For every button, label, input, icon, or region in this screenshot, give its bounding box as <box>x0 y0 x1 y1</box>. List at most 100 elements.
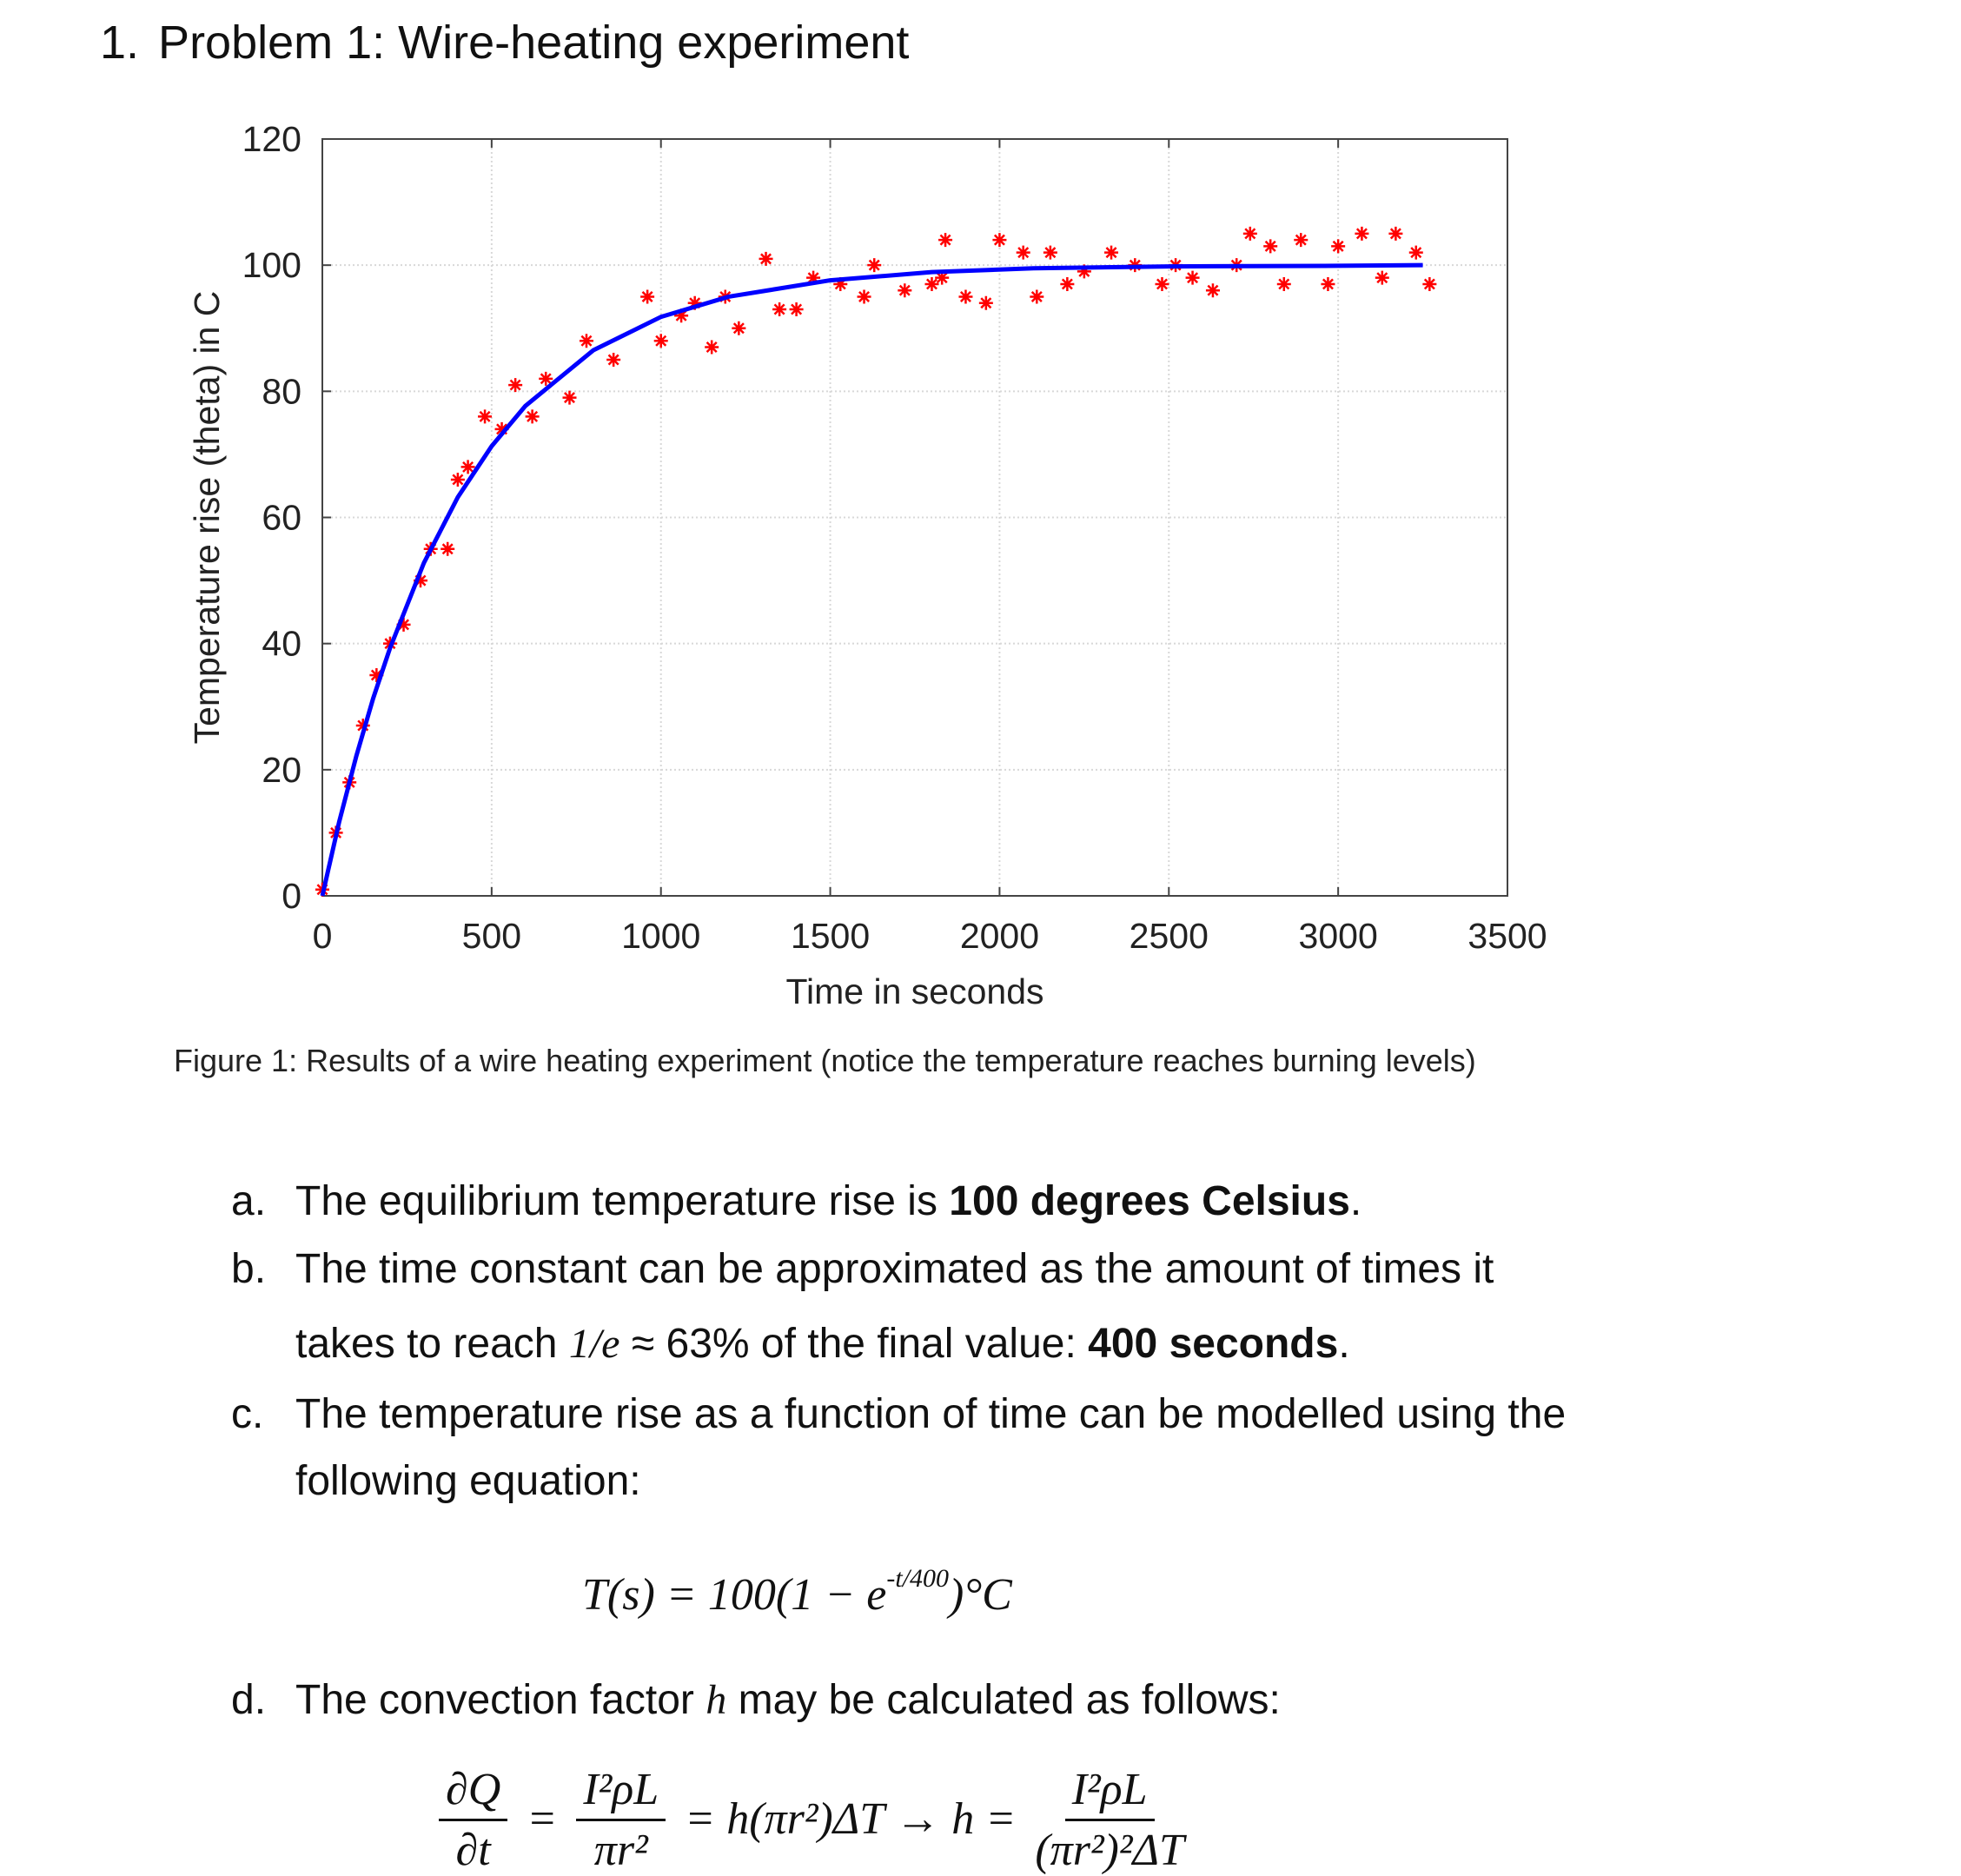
data-point <box>806 270 821 285</box>
item-line: The convection factor h may be calculate… <box>295 1676 1281 1724</box>
fraction: I²ρL πr² <box>576 1764 666 1876</box>
data-point <box>441 541 455 556</box>
data-point <box>478 409 493 424</box>
heading: 1. Problem 1: Wire-heating experiment <box>100 16 928 70</box>
data-point <box>924 276 939 291</box>
x-tick-label: 1500 <box>791 916 870 956</box>
math-text: )°C <box>949 1570 1012 1620</box>
text-run: . <box>1338 1321 1350 1367</box>
data-point <box>687 295 702 310</box>
data-point <box>1016 245 1030 260</box>
data-point <box>898 283 912 298</box>
fraction: I²ρL (πr²)²ΔT <box>1035 1764 1184 1876</box>
item-line: takes to reach 1/e ≈ 63% of the final va… <box>295 1320 1350 1368</box>
item-line: The equilibrium temperature rise is 100 … <box>295 1177 1361 1225</box>
data-point <box>1185 270 1200 285</box>
data-point <box>508 378 523 393</box>
y-tick-label: 60 <box>262 498 301 538</box>
y-tick-label: 80 <box>262 371 301 411</box>
text-run: The equilibrium temperature rise is <box>295 1178 950 1224</box>
data-point <box>1294 233 1308 248</box>
math-text: -t/400 <box>886 1564 950 1593</box>
data-point <box>705 340 719 355</box>
data-point <box>789 302 804 316</box>
data-point <box>867 258 882 273</box>
data-point <box>1263 239 1278 254</box>
data-point <box>579 334 593 348</box>
item-line: following equation: <box>295 1457 641 1505</box>
data-point <box>1422 276 1437 291</box>
equation-convection: ∂Q ∂t = I²ρL πr² = h(πr²)ΔT → h = I²ρL (πr²)²ΔT <box>439 1764 1184 1876</box>
data-point <box>539 371 553 386</box>
data-point <box>938 233 953 248</box>
data-point <box>992 233 1007 248</box>
data-point <box>1043 245 1057 260</box>
data-point <box>562 390 577 405</box>
y-tick-label: 20 <box>262 750 301 790</box>
data-point <box>1276 276 1291 291</box>
data-point <box>640 289 655 304</box>
x-tick-label: 3500 <box>1467 916 1547 956</box>
data-point <box>606 353 621 368</box>
data-point <box>732 321 746 335</box>
data-point <box>1242 226 1257 241</box>
data-point <box>653 334 668 348</box>
data-point <box>1060 276 1075 291</box>
heading-number: 1. <box>100 17 140 69</box>
operator: = h(πr²)ΔT → h = <box>685 1794 1017 1844</box>
item-marker: c. <box>231 1391 264 1437</box>
math-text: T(s) = 100(1 − e <box>582 1570 887 1620</box>
x-tick-label: 2000 <box>960 916 1039 956</box>
data-point <box>935 270 950 285</box>
bold-text: 100 degrees Celsius <box>949 1178 1350 1224</box>
chart: 0 20 40 60 80 100 120 0 500 1000 1500 2000 2500 3000 3… <box>187 119 1547 1011</box>
item-marker: b. <box>231 1246 267 1292</box>
data-point <box>1375 270 1389 285</box>
bold-text: 400 seconds <box>1088 1321 1339 1367</box>
item-line: The time constant can be approximated as… <box>295 1245 1494 1293</box>
data-point <box>414 573 428 588</box>
item-line: The temperature rise as a function of ti… <box>295 1390 1566 1438</box>
operator: = <box>527 1794 558 1844</box>
data-point <box>369 667 384 682</box>
data-point <box>1155 276 1169 291</box>
x-tick-label: 3000 <box>1299 916 1378 956</box>
y-axis-label: Temperature rise (theta) in C <box>187 291 227 745</box>
data-point <box>674 308 689 323</box>
text-run: ≈ 63% of the final value: <box>619 1321 1089 1367</box>
data-point <box>857 289 871 304</box>
equation-temperature: T(s) = 100(1 − e-t/400)°C <box>582 1564 1012 1621</box>
x-axis-label: Time in seconds <box>786 971 1044 1011</box>
x-tick-label: 2500 <box>1130 916 1209 956</box>
numerator: I²ρL <box>576 1764 666 1821</box>
data-point <box>1388 226 1403 241</box>
denominator: ∂t <box>455 1826 491 1875</box>
data-point <box>450 472 465 487</box>
data-point <box>772 302 787 316</box>
data-point <box>1355 226 1369 241</box>
text-run: takes to reach <box>295 1321 569 1367</box>
data-point <box>525 409 540 424</box>
data-point <box>833 276 848 291</box>
data-point <box>1408 245 1423 260</box>
numerator: I²ρL <box>1064 1764 1155 1821</box>
data-point <box>494 421 509 436</box>
plot-frame <box>321 138 1508 897</box>
fraction: ∂Q ∂t <box>439 1764 508 1876</box>
data-point <box>1077 264 1091 279</box>
text-run: The convection factor <box>295 1677 706 1723</box>
y-tick-label: 0 <box>282 876 301 916</box>
data-point <box>1321 276 1335 291</box>
denominator: πr² <box>593 1826 648 1875</box>
numerator: ∂Q <box>439 1764 508 1821</box>
heading-title: Problem 1: Wire-heating experiment <box>158 17 910 69</box>
x-tick-label: 500 <box>462 916 521 956</box>
data-point <box>1030 289 1044 304</box>
x-tick-label: 0 <box>313 916 333 956</box>
y-tick-label: 40 <box>262 624 301 664</box>
data-point <box>1205 283 1220 298</box>
denominator: (πr²)²ΔT <box>1035 1826 1184 1875</box>
figure-caption: Figure 1: Results of a wire heating expe… <box>174 1043 1476 1078</box>
y-tick-label: 100 <box>242 245 301 285</box>
